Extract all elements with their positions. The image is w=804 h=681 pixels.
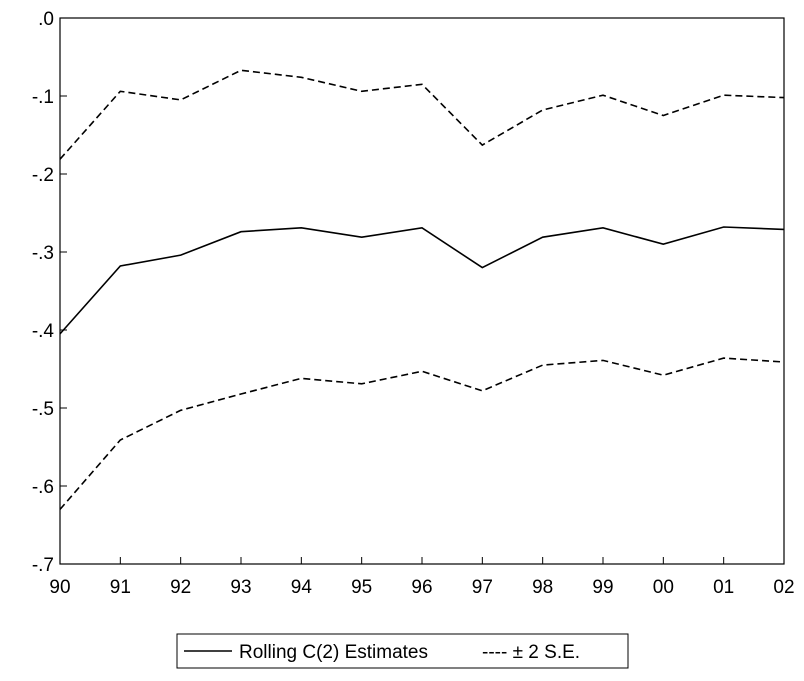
x-tick-label: 02 — [773, 577, 794, 598]
y-tick-label: -.2 — [32, 165, 54, 186]
y-tick-label: -.1 — [32, 87, 54, 108]
x-tick-label: 91 — [110, 577, 131, 598]
y-tick-label: -.7 — [32, 555, 54, 576]
series-rolling-c2-estimates — [59, 226, 785, 335]
series-lower-2se-band — [59, 357, 785, 510]
x-tick-label: 96 — [411, 577, 432, 598]
x-tick-label: 95 — [351, 577, 372, 598]
legend-label-rolling: Rolling C(2) Estimates — [239, 642, 428, 663]
y-tick-label: .0 — [38, 9, 54, 30]
y-tick-label: -.3 — [32, 243, 54, 264]
x-tick-label: 01 — [713, 577, 734, 598]
plot-area-frame — [59, 17, 785, 565]
series-upper-2se-band — [59, 69, 785, 160]
legend-box — [176, 633, 629, 669]
x-tick-label: 98 — [532, 577, 553, 598]
x-tick-label: 92 — [170, 577, 191, 598]
x-tick-label: 99 — [592, 577, 613, 598]
x-tick-label: 00 — [653, 577, 674, 598]
x-tick-label: 90 — [49, 577, 70, 598]
x-tick-label: 97 — [472, 577, 493, 598]
legend-label-se: ---- ± 2 S.E. — [482, 642, 580, 663]
y-tick-label: -.4 — [32, 321, 55, 342]
x-tick-label: 94 — [291, 577, 313, 598]
y-tick-label: -.5 — [32, 399, 54, 420]
x-tick-label: 93 — [230, 577, 251, 598]
legend: Rolling C(2) Estimates ---- ± 2 S.E. — [176, 633, 629, 669]
y-tick-label: -.6 — [32, 477, 54, 498]
